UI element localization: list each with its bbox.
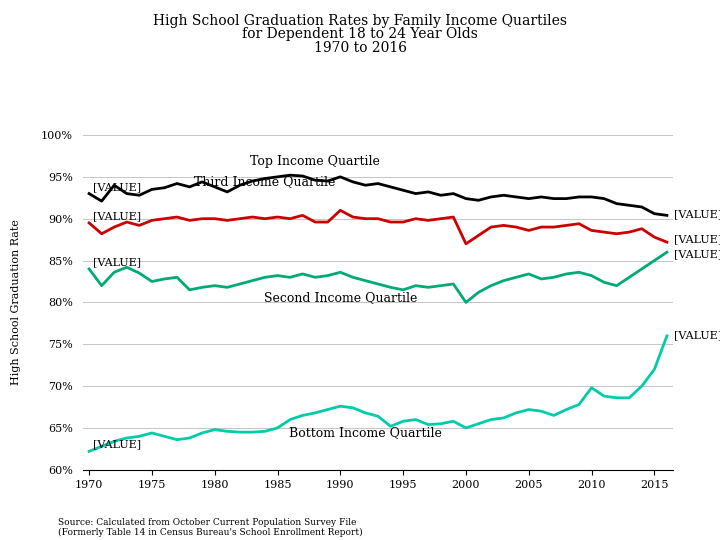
Text: [VALUE]: [VALUE] (675, 249, 720, 260)
Text: [VALUE]: [VALUE] (93, 211, 141, 221)
Text: [VALUE]: [VALUE] (675, 330, 720, 340)
Text: Third Income Quartile: Third Income Quartile (194, 176, 336, 188)
Text: 1970 to 2016: 1970 to 2016 (313, 40, 407, 55)
Text: High School Graduation Rates by Family Income Quartiles: High School Graduation Rates by Family I… (153, 14, 567, 28)
Text: [VALUE]: [VALUE] (675, 234, 720, 244)
Text: Second Income Quartile: Second Income Quartile (264, 291, 417, 304)
Text: High School Graduation Rate: High School Graduation Rate (11, 219, 21, 386)
Text: [VALUE]: [VALUE] (93, 257, 141, 267)
Text: Bottom Income Quartile: Bottom Income Quartile (289, 426, 442, 438)
Text: Source: Calculated from October Current Population Survey File
(Formerly Table 1: Source: Calculated from October Current … (58, 518, 362, 537)
Text: [VALUE]: [VALUE] (675, 210, 720, 220)
Text: Top Income Quartile: Top Income Quartile (251, 156, 380, 168)
Text: [VALUE]: [VALUE] (93, 440, 141, 450)
Text: for Dependent 18 to 24 Year Olds: for Dependent 18 to 24 Year Olds (242, 27, 478, 41)
Text: [VALUE]: [VALUE] (93, 182, 141, 192)
